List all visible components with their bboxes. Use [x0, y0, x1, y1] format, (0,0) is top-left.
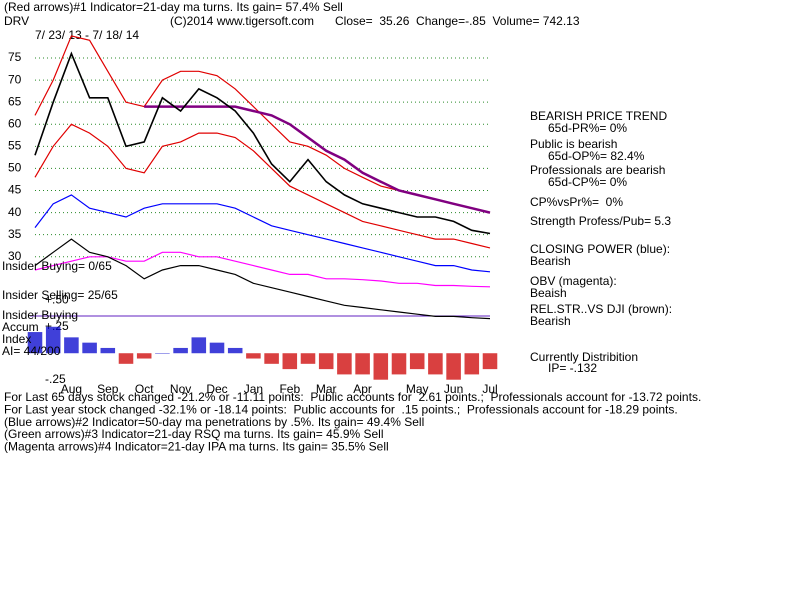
accum-bar: [337, 353, 352, 375]
y-tick-label: 35: [8, 227, 22, 241]
header-line: (Red arrows)#1 Indicator=21-day ma turns…: [4, 0, 343, 14]
accum-bar: [482, 353, 498, 370]
accum-bar: [227, 347, 243, 354]
accum-bar: [209, 342, 225, 354]
panel-text: Public is bearish: [530, 137, 617, 151]
copyright: (C)2014 www.tigersoft.com: [170, 14, 314, 28]
footer-text: (Magenta arrows)#4 Indicator=21-day IPA …: [4, 439, 389, 453]
accum-tick-label: -.25: [45, 372, 66, 386]
series-line: [34, 51, 491, 235]
accum-bar: [191, 337, 207, 354]
panel-text: Bearish: [530, 314, 571, 328]
accum-bar: [391, 353, 407, 375]
insider-text: Accum: [2, 320, 39, 334]
footer-text: (Blue arrows)#2 Indicator=50-day ma pene…: [4, 415, 424, 429]
accum-bar: [27, 332, 43, 354]
accum-bar: [100, 347, 116, 354]
panel-text: REL.STR..VS DJI (brown):: [530, 302, 672, 316]
x-tick-label: Aug: [61, 382, 82, 396]
panel-text: 65d-PR%= 0%: [548, 121, 627, 135]
insider-text: Index: [2, 332, 31, 346]
y-tick-label: 70: [8, 72, 22, 86]
x-tick-label: Apr: [353, 382, 372, 396]
series-line: [144, 105, 491, 214]
panel-text: Professionals are bearish: [530, 163, 665, 177]
y-tick-label: 65: [8, 94, 22, 108]
x-tick-label: Feb: [279, 382, 300, 396]
accum-bar: [318, 353, 334, 370]
x-tick-label: Sep: [97, 382, 119, 396]
panel-text: IP= -.132: [548, 361, 597, 375]
y-tick-label: 45: [8, 183, 22, 197]
accum-bar: [282, 353, 298, 370]
accum-bar: [464, 353, 480, 375]
series-line: [34, 238, 491, 320]
accum-bar: [246, 353, 261, 359]
series-line: [34, 194, 491, 273]
series-line: [34, 123, 491, 249]
panel-text: Beaish: [530, 286, 567, 300]
accum-bar: [264, 353, 279, 364]
panel-text: Strength Profess/Pub= 5.3: [530, 214, 671, 228]
x-tick-label: Mar: [316, 382, 337, 396]
accum-bar: [82, 342, 97, 354]
accum-bar: [300, 353, 316, 364]
panel-text: OBV (magenta):: [530, 274, 617, 288]
x-tick-label: Oct: [135, 382, 154, 396]
x-tick-label: Jan: [244, 382, 263, 396]
x-tick-label: Dec: [206, 382, 227, 396]
panel-text: CLOSING POWER (blue):: [530, 242, 670, 256]
x-tick-label: Jul: [482, 382, 497, 396]
series-line: [34, 251, 491, 288]
accum-tick-label: +.50: [45, 292, 69, 306]
date-range: 7/ 23/ 13 - 7/ 18/ 14: [35, 28, 139, 42]
accum-bar: [64, 337, 79, 354]
y-tick-label: 40: [8, 205, 22, 219]
panel-text: Bearish: [530, 254, 571, 268]
accum-bar: [136, 353, 152, 359]
symbol: DRV: [4, 14, 29, 28]
panel-text: 65d-CP%= 0%: [548, 175, 627, 189]
panel-text: Currently Distribition: [530, 350, 638, 364]
panel-text: BEARISH PRICE TREND: [530, 109, 667, 123]
y-tick-label: 60: [8, 116, 22, 130]
accum-bar: [45, 326, 61, 354]
panel-text: 65d-OP%= 82.4%: [548, 149, 645, 163]
accum-bar: [409, 353, 425, 370]
accum-bar: [173, 347, 188, 354]
footer-text: (Green arrows)#3 Indicator=21-day RSQ ma…: [4, 427, 384, 441]
insider-text: Insider Buying: [2, 308, 78, 322]
y-tick-label: 75: [8, 50, 22, 64]
accum-bar: [118, 353, 134, 364]
accum-bar: [373, 353, 389, 380]
insider-text: Insider Selling= 25/65: [2, 288, 118, 302]
insider-text: AI= 44/200: [2, 344, 61, 358]
y-tick-label: 55: [8, 139, 22, 153]
accum-bar: [446, 353, 461, 380]
accum-bar: [155, 353, 170, 354]
accum-bar: [355, 353, 370, 375]
accum-bar: [428, 353, 443, 375]
y-tick-label: 30: [8, 249, 22, 263]
y-tick-label: 50: [8, 161, 22, 175]
x-tick-label: Jun: [444, 382, 463, 396]
insider-text: Insider Buying= 0/65: [2, 259, 112, 273]
footer-text: For Last year stock changed -32.1% or -1…: [4, 402, 678, 416]
quote: Close= 35.26 Change=-.85 Volume= 742.13: [335, 14, 580, 28]
x-tick-label: May: [406, 382, 429, 396]
panel-text: CP%vsPr%= 0%: [530, 195, 623, 209]
x-tick-label: Nov: [170, 382, 191, 396]
footer-text: For Last 65 days stock changed -21.2% or…: [4, 390, 701, 404]
